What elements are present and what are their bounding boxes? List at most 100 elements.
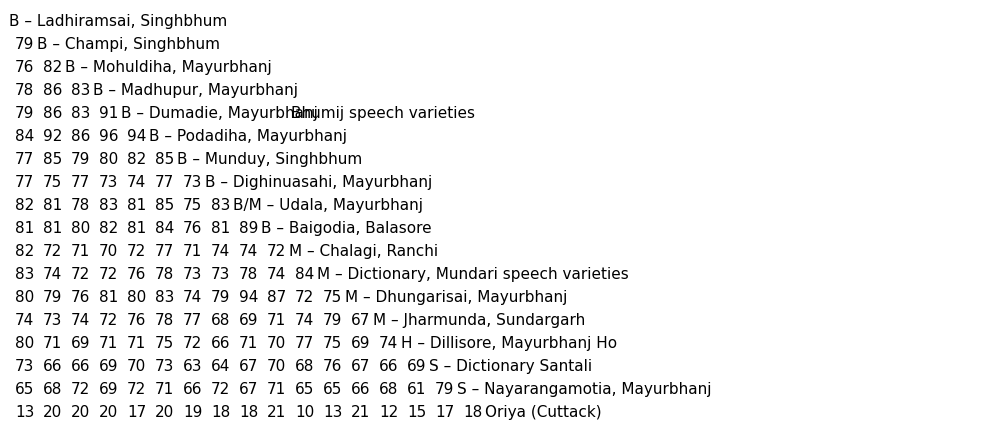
Text: M – Chalagi, Ranchi: M – Chalagi, Ranchi [289, 244, 438, 259]
Text: 71: 71 [183, 244, 203, 259]
Text: S – Dictionary Santali: S – Dictionary Santali [429, 359, 592, 374]
Text: 74: 74 [71, 313, 91, 328]
Text: 72: 72 [71, 267, 91, 282]
Text: 83: 83 [211, 198, 230, 213]
Text: 86: 86 [43, 106, 62, 121]
Text: 80: 80 [15, 336, 34, 351]
Text: 76: 76 [71, 290, 91, 305]
Text: B – Baigodia, Balasore: B – Baigodia, Balasore [261, 221, 432, 236]
Text: 20: 20 [71, 405, 91, 420]
Text: 74: 74 [239, 244, 258, 259]
Text: 85: 85 [154, 152, 174, 167]
Text: 72: 72 [43, 244, 62, 259]
Text: B – Dumadie, Mayurbhanj: B – Dumadie, Mayurbhanj [121, 106, 318, 121]
Text: 67: 67 [351, 313, 370, 328]
Text: 74: 74 [295, 313, 314, 328]
Text: 74: 74 [127, 175, 147, 190]
Text: B – Madhupur, Mayurbhanj: B – Madhupur, Mayurbhanj [93, 83, 298, 98]
Text: 70: 70 [99, 244, 118, 259]
Text: 77: 77 [15, 152, 34, 167]
Text: 91: 91 [99, 106, 118, 121]
Text: B – Ladhiramsai, Singhbhum: B – Ladhiramsai, Singhbhum [9, 14, 227, 29]
Text: B – Champi, Singhbhum: B – Champi, Singhbhum [37, 37, 220, 52]
Text: 71: 71 [154, 382, 174, 397]
Text: B – Mohuldiha, Mayurbhanj: B – Mohuldiha, Mayurbhanj [65, 60, 272, 75]
Text: 82: 82 [15, 244, 34, 259]
Text: 76: 76 [127, 267, 147, 282]
Text: 75: 75 [183, 198, 203, 213]
Text: 72: 72 [267, 244, 286, 259]
Text: H – Dillisore, Mayurbhanj Ho: H – Dillisore, Mayurbhanj Ho [401, 336, 617, 351]
Text: M – Dictionary, Mundari speech varieties: M – Dictionary, Mundari speech varieties [317, 267, 629, 282]
Text: B – Podadiha, Mayurbhanj: B – Podadiha, Mayurbhanj [149, 129, 347, 144]
Text: 73: 73 [154, 359, 174, 374]
Text: 83: 83 [71, 106, 91, 121]
Text: B – Dighinuasahi, Mayurbhanj: B – Dighinuasahi, Mayurbhanj [205, 175, 432, 190]
Text: 72: 72 [183, 336, 203, 351]
Text: 73: 73 [43, 313, 62, 328]
Text: 78: 78 [239, 267, 258, 282]
Text: 94: 94 [239, 290, 258, 305]
Text: 77: 77 [15, 175, 34, 190]
Text: 69: 69 [351, 336, 370, 351]
Text: 67: 67 [351, 359, 370, 374]
Text: 75: 75 [323, 336, 342, 351]
Text: 66: 66 [71, 359, 91, 374]
Text: 77: 77 [154, 244, 174, 259]
Text: 79: 79 [71, 152, 91, 167]
Text: 79: 79 [43, 290, 62, 305]
Text: 17: 17 [127, 405, 147, 420]
Text: 96: 96 [98, 129, 118, 144]
Text: 79: 79 [15, 106, 34, 121]
Text: 81: 81 [127, 198, 147, 213]
Text: 78: 78 [71, 198, 91, 213]
Text: 69: 69 [98, 382, 118, 397]
Text: 81: 81 [43, 221, 62, 236]
Text: 81: 81 [127, 221, 147, 236]
Text: 74: 74 [43, 267, 62, 282]
Text: 83: 83 [15, 267, 34, 282]
Text: 92: 92 [43, 129, 62, 144]
Text: 66: 66 [351, 382, 370, 397]
Text: 15: 15 [407, 405, 426, 420]
Text: 71: 71 [267, 313, 286, 328]
Text: 70: 70 [267, 336, 286, 351]
Text: 83: 83 [71, 83, 91, 98]
Text: 74: 74 [267, 267, 286, 282]
Text: 73: 73 [15, 359, 34, 374]
Text: 18: 18 [463, 405, 482, 420]
Text: 76: 76 [183, 221, 203, 236]
Text: 84: 84 [295, 267, 314, 282]
Text: 72: 72 [71, 382, 91, 397]
Text: 69: 69 [98, 359, 118, 374]
Text: 68: 68 [43, 382, 62, 397]
Text: 13: 13 [15, 405, 34, 420]
Text: 68: 68 [295, 359, 314, 374]
Text: 18: 18 [211, 405, 230, 420]
Text: 72: 72 [127, 382, 147, 397]
Text: 65: 65 [323, 382, 342, 397]
Text: 86: 86 [71, 129, 91, 144]
Text: 73: 73 [99, 175, 118, 190]
Text: 76: 76 [127, 313, 147, 328]
Text: 76: 76 [323, 359, 342, 374]
Text: 81: 81 [43, 198, 62, 213]
Text: 80: 80 [99, 152, 118, 167]
Text: 66: 66 [183, 382, 203, 397]
Text: S – Nayarangamotia, Mayurbhanj: S – Nayarangamotia, Mayurbhanj [457, 382, 711, 397]
Text: 78: 78 [154, 267, 174, 282]
Text: 82: 82 [99, 221, 118, 236]
Text: 71: 71 [99, 336, 118, 351]
Text: 79: 79 [15, 37, 34, 52]
Text: 80: 80 [71, 221, 91, 236]
Text: 86: 86 [43, 83, 62, 98]
Text: 72: 72 [295, 290, 314, 305]
Text: 21: 21 [267, 405, 286, 420]
Text: 94: 94 [127, 129, 147, 144]
Text: 72: 72 [99, 313, 118, 328]
Text: 70: 70 [267, 359, 286, 374]
Text: 80: 80 [15, 290, 34, 305]
Text: 74: 74 [183, 290, 203, 305]
Text: 74: 74 [15, 313, 34, 328]
Text: 87: 87 [267, 290, 286, 305]
